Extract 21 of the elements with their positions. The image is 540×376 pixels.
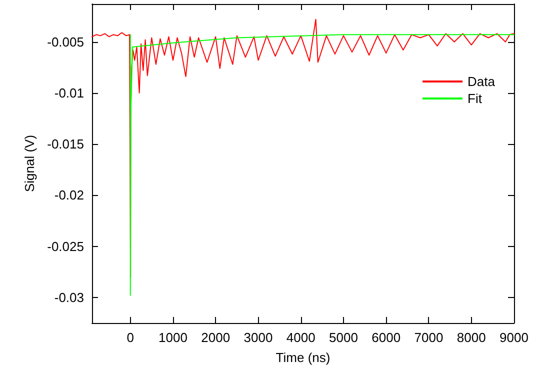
- y-tick-label: -0.005: [47, 34, 84, 50]
- x-tick-label: 1000: [158, 330, 188, 345]
- x-tick-label: 6000: [372, 330, 401, 345]
- y-tick-label: -0.03: [54, 290, 84, 305]
- y-tick-label: -0.025: [47, 238, 84, 254]
- legend-label: Data: [468, 74, 496, 89]
- x-axis-title: Time (ns): [276, 350, 330, 365]
- x-tick-label: 2000: [201, 330, 230, 345]
- x-tick-label: 9000: [500, 330, 528, 345]
- legend-label: Fit: [468, 91, 482, 106]
- y-tick-label: -0.02: [54, 188, 84, 203]
- y-tick-label: -0.01: [54, 85, 84, 100]
- x-tick-label: 3000: [244, 330, 273, 345]
- line-series: [130, 34, 514, 296]
- x-tick-label: 0: [126, 330, 134, 345]
- y-axis-title: Signal (V): [22, 134, 37, 192]
- x-tick-label: 7000: [414, 330, 444, 345]
- y-tick-label: -0.015: [47, 136, 84, 152]
- x-tick-label: 5000: [329, 330, 358, 345]
- x-tick-label: 8000: [456, 330, 486, 345]
- x-tick-label: 4000: [286, 330, 316, 345]
